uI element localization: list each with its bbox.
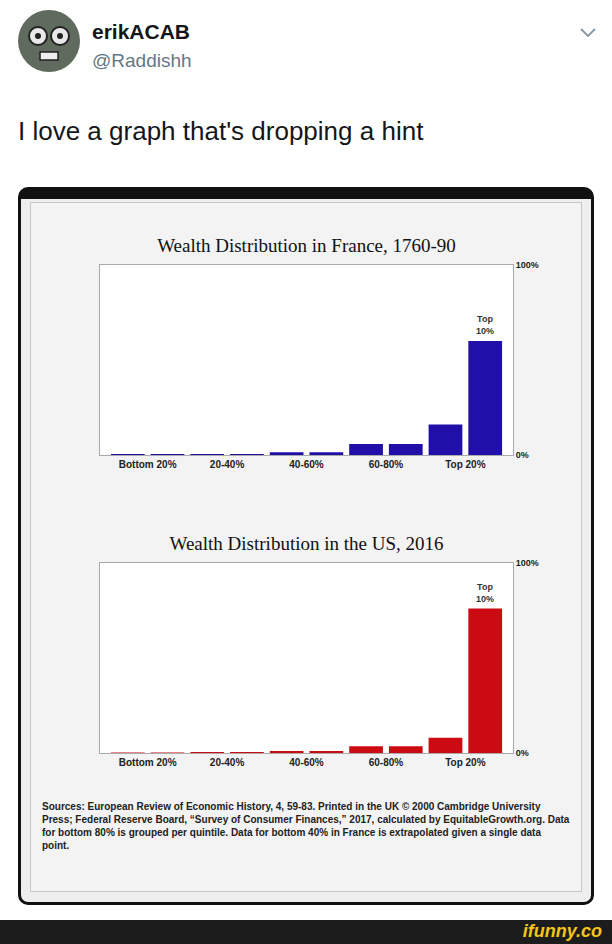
svg-text:60-80%: 60-80% xyxy=(369,757,404,768)
svg-text:Wealth Distribution in the US,: Wealth Distribution in the US, 2016 xyxy=(170,533,444,554)
svg-text:Top10%: Top10% xyxy=(476,582,494,604)
svg-text:60-80%: 60-80% xyxy=(369,459,404,470)
svg-text:20-40%: 20-40% xyxy=(210,757,245,768)
svg-text:Wealth Distribution in France,: Wealth Distribution in France, 1760-90 xyxy=(157,235,456,256)
svg-text:100%: 100% xyxy=(516,260,539,270)
svg-text:Top 20%: Top 20% xyxy=(445,459,485,470)
svg-text:0%: 0% xyxy=(516,450,529,460)
html-text:ifunny.co: ifunny.co xyxy=(522,921,602,941)
svg-text:Bottom 20%: Bottom 20% xyxy=(119,459,177,470)
svg-text:0%: 0% xyxy=(516,748,529,758)
svg-text:40-60%: 40-60% xyxy=(289,757,324,768)
svg-text:20-40%: 20-40% xyxy=(210,459,245,470)
svg-text:Bottom 20%: Bottom 20% xyxy=(119,757,177,768)
svg-text:Top10%: Top10% xyxy=(476,314,494,336)
svg-text:40-60%: 40-60% xyxy=(289,459,324,470)
svg-text:Top 20%: Top 20% xyxy=(445,757,485,768)
html-text:I love a graph that's dropping: I love a graph that's dropping a hint xyxy=(18,116,424,146)
html-text:@Raddishh: @Raddishh xyxy=(92,50,192,71)
html-text:erikACAB: erikACAB xyxy=(92,20,190,43)
html-text:Sources: European Review of Ec: Sources: European Review of Economic His… xyxy=(42,801,570,851)
svg-text:100%: 100% xyxy=(516,558,539,568)
